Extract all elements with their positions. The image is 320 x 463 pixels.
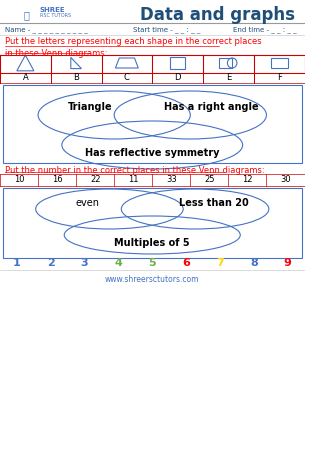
Text: Multiples of 5: Multiples of 5 [115,238,190,248]
Text: A: A [22,74,28,82]
Text: 12: 12 [242,175,253,184]
Text: B: B [73,74,79,82]
Text: Put the letters representing each shape in the correct places
in these Venn diag: Put the letters representing each shape … [5,37,261,58]
Text: D: D [174,74,181,82]
Text: Put the number in the correct places in these Venn diagrams:: Put the number in the correct places in … [5,166,264,175]
Text: SHREE: SHREE [40,7,66,13]
Text: 7: 7 [216,258,224,268]
Text: www.shreersctutors.com: www.shreersctutors.com [105,275,199,284]
Bar [170,57,185,69]
Text: Has reflective symmetry: Has reflective symmetry [85,148,220,158]
Text: Has a right angle: Has a right angle [164,102,259,112]
Text: 2: 2 [47,258,55,268]
Text: 8: 8 [250,258,258,268]
Text: Data and graphs: Data and graphs [140,6,295,24]
Text: 🔵: 🔵 [24,10,29,20]
Text: RSC TUTORS: RSC TUTORS [40,13,71,18]
Text: C: C [124,74,130,82]
Text: Triangle: Triangle [68,102,113,112]
Bar [219,58,232,68]
Text: Less than 20: Less than 20 [179,198,249,208]
Text: 33: 33 [166,175,177,184]
Bar [271,58,288,68]
Text: 6: 6 [182,258,190,268]
Text: 22: 22 [90,175,100,184]
Text: End time - _ _ : _ _: End time - _ _ : _ _ [233,26,297,33]
Text: Start time - _ _ : _ _: Start time - _ _ : _ _ [133,26,201,33]
Text: 1: 1 [13,258,21,268]
Text: 25: 25 [204,175,215,184]
Text: 10: 10 [14,175,24,184]
Text: 4: 4 [115,258,122,268]
Text: 16: 16 [52,175,62,184]
Text: 5: 5 [148,258,156,268]
Text: 11: 11 [128,175,139,184]
Text: 30: 30 [280,175,291,184]
Text: F: F [277,74,282,82]
Text: E: E [226,74,231,82]
Text: 9: 9 [284,258,292,268]
Text: 3: 3 [81,258,88,268]
Text: even: even [76,198,100,208]
Text: Name - _ _ _ _ _ _ _ _ _ _: Name - _ _ _ _ _ _ _ _ _ _ [5,26,87,33]
